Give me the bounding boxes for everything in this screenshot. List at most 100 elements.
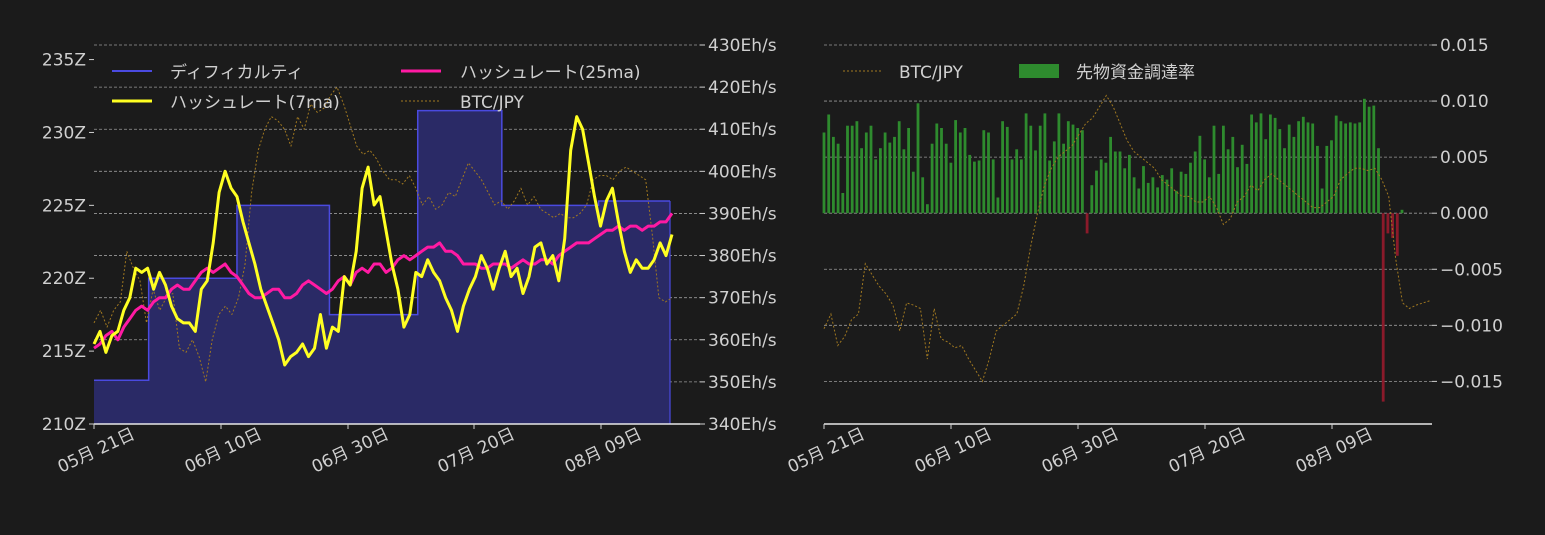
funding-rate-bar [836, 143, 840, 214]
right-axis-tick-label: 0.010 [1440, 92, 1489, 112]
legend-label-hashrate-7ma: ハッシュレート(7ma) [170, 93, 340, 113]
right-axis-tick-label: −0.005 [1440, 260, 1503, 280]
funding-rate-bar [1137, 188, 1141, 214]
funding-rate-bar [1231, 136, 1235, 214]
funding-rate-bar [1020, 159, 1023, 214]
funding-rate-bar [1301, 116, 1305, 214]
funding-rate-bar [1287, 124, 1291, 214]
funding-rate-bar [1348, 122, 1352, 214]
funding-rate-bar [973, 161, 976, 214]
funding-rate-bar [1226, 149, 1230, 214]
funding-rate-bar [1250, 114, 1253, 214]
right-chart: −0.015−0.010−0.0050.0000.0050.0100.01505… [785, 36, 1503, 477]
funding-rate-bar [977, 160, 981, 214]
funding-rate-bar [1043, 113, 1047, 214]
hashrate-25ma-series [93, 212, 674, 350]
funding-rate-bar [1193, 151, 1197, 214]
funding-rate-bar [958, 132, 962, 214]
left-axis-tick-label: 220Z [42, 269, 86, 289]
funding-rate-bar [1109, 136, 1112, 214]
funding-rate-bar [1128, 154, 1131, 214]
funding-rate-bar [1344, 123, 1347, 214]
funding-rate-bar [935, 123, 939, 214]
funding-rate-bar [832, 136, 835, 214]
right-axis-tick-label: 420Eh/s [708, 78, 777, 98]
btc-jpy-series [93, 86, 673, 383]
funding-rate-bar [1259, 113, 1263, 214]
right-axis-tick-label: 400Eh/s [708, 162, 777, 182]
funding-rate-bar [1151, 177, 1155, 214]
funding-rate-bar [1207, 177, 1211, 214]
funding-rate-bar [1278, 129, 1282, 214]
funding-rate-bar [1085, 213, 1089, 234]
funding-rate-bar [874, 159, 878, 214]
funding-rate-bar [1391, 213, 1394, 238]
right-axis-tick-label: 410Eh/s [708, 120, 777, 140]
funding-rate-bar [1311, 123, 1315, 214]
funding-rate-bar [1076, 128, 1080, 214]
legend-label-hashrate-25ma: ハッシュレート(25ma) [460, 63, 641, 83]
funding-rate-bar [1052, 141, 1056, 214]
funding-rate-bar [930, 143, 934, 214]
left-axis-tick-label: 225Z [42, 196, 86, 216]
legend-label-right-btc-jpy: BTC/JPY [899, 63, 964, 83]
right-axis-tick-label: 430Eh/s [708, 36, 777, 56]
funding-rate-bar [1306, 122, 1310, 214]
left-axis-tick-label: 215Z [42, 342, 86, 362]
funding-rate-bar [1034, 150, 1037, 214]
funding-rate-bar [1146, 182, 1150, 214]
funding-rate-bar [1316, 145, 1319, 214]
funding-rate-bar [954, 120, 957, 214]
funding-rate-bar [1363, 98, 1366, 214]
funding-rate-bar [1175, 190, 1178, 214]
funding-rate-bar [991, 159, 995, 214]
funding-rate-bar [1160, 175, 1164, 214]
funding-rate-bar [940, 128, 943, 214]
right-axis-tick-label: 390Eh/s [708, 204, 777, 224]
funding-rate-bar [1386, 213, 1390, 234]
funding-rate-bar [907, 128, 910, 214]
funding-rate-bar [1104, 162, 1108, 214]
funding-rate-bar [1292, 136, 1296, 214]
funding-rate-bar [1099, 159, 1103, 214]
funding-rate-bar [893, 136, 896, 214]
legend-swatch-funding-rate [1019, 64, 1059, 78]
funding-rate-bar [1381, 213, 1385, 402]
funding-rate-bar [864, 132, 868, 214]
right-axis-tick-label: 0.015 [1440, 36, 1489, 56]
left-axis-tick-label: 210Z [42, 415, 86, 435]
funding-rate-bar [1269, 114, 1272, 214]
funding-rate-bar [987, 132, 990, 214]
legend-label-btc-jpy: BTC/JPY [460, 93, 525, 113]
funding-rate-bar [1283, 148, 1286, 214]
funding-rate-bar [949, 162, 953, 214]
funding-rate-bar [1029, 125, 1033, 214]
funding-rate-bar [1320, 188, 1324, 214]
funding-rate-bar [1297, 121, 1300, 214]
funding-rate-bar [1264, 139, 1268, 214]
funding-rate-bar [982, 130, 986, 214]
legend-label-funding-rate: 先物資金調達率 [1076, 63, 1195, 83]
funding-rate-bar [1212, 125, 1216, 214]
funding-rate-bar [1184, 173, 1188, 214]
right-legend: BTC/JPY 先物資金調達率 [843, 63, 1195, 83]
funding-rate-bar [1198, 135, 1202, 214]
right-axis-tick-label: −0.015 [1440, 372, 1503, 392]
right-axis-tick-label: 370Eh/s [708, 289, 777, 309]
funding-rate-bar [1334, 115, 1338, 214]
funding-rate-bar [1156, 187, 1159, 214]
funding-rate-bar [1062, 143, 1065, 214]
funding-rate-bar [888, 142, 892, 214]
right-axis-tick-label: 360Eh/s [708, 331, 777, 351]
right-axis-tick-label: 340Eh/s [708, 415, 777, 435]
funding-rate-bar [1273, 117, 1277, 214]
right-btc-jpy-series [823, 94, 1431, 383]
funding-rate-bar [1010, 159, 1014, 214]
hashrate-7ma-line [92, 115, 674, 367]
btc-jpy-line [823, 94, 1431, 383]
funding-rate-bar [869, 125, 873, 214]
btc-jpy-line [93, 86, 673, 383]
funding-rate-bar [1113, 151, 1117, 214]
funding-rate-bar [916, 103, 920, 214]
